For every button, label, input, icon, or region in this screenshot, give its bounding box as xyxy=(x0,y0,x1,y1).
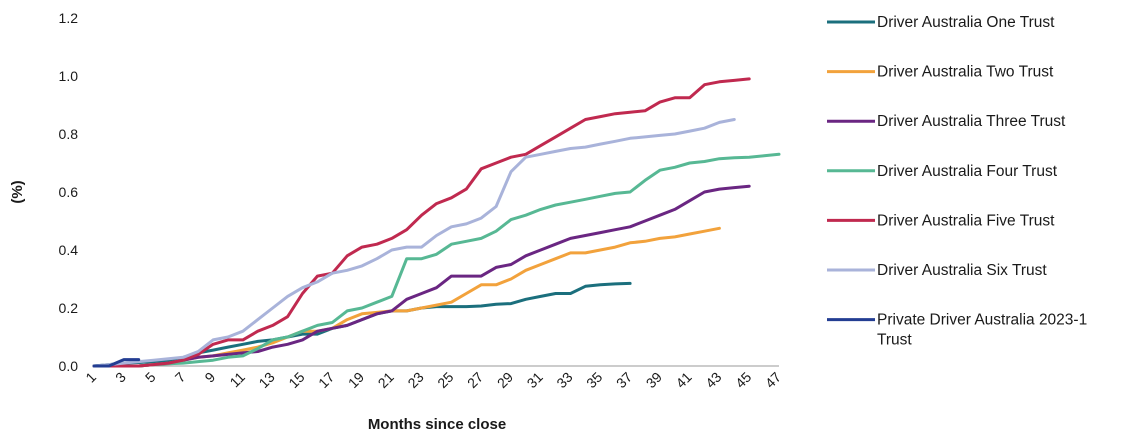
x-tick-label: 31 xyxy=(524,369,546,391)
legend-item: Driver Australia One Trust xyxy=(827,14,1055,31)
series-line-4 xyxy=(92,152,781,368)
x-tick-label: 21 xyxy=(375,369,397,391)
y-tick-label: 0.8 xyxy=(59,126,79,142)
x-tick-label: 45 xyxy=(732,369,754,391)
x-tick-label: 33 xyxy=(553,369,575,391)
legend-item: Driver Australia Five Trust xyxy=(827,212,1055,229)
y-tick-labels: 0.0 0.2 0.4 0.6 0.8 1.0 1.2 xyxy=(59,10,79,374)
series-line-3 xyxy=(92,184,751,368)
x-tick-label: 5 xyxy=(142,369,159,386)
legend-label: Private Driver Australia 2023-1 Trust xyxy=(877,312,1087,349)
series-lines xyxy=(92,77,781,368)
x-tick-label: 9 xyxy=(201,369,218,386)
series-line-5 xyxy=(92,77,751,368)
legend-label: Driver Australia Six Trust xyxy=(877,262,1047,279)
legend-label: Driver Australia One Trust xyxy=(877,14,1055,31)
x-tick-label: 39 xyxy=(643,369,665,391)
series-line-6 xyxy=(92,118,736,368)
x-tick-label: 43 xyxy=(702,369,724,391)
legend-item: Driver Australia Three Trust xyxy=(827,113,1066,130)
x-tick-label: 17 xyxy=(315,369,337,391)
legend-item: Driver Australia Four Trust xyxy=(827,163,1058,180)
legend: Driver Australia One Trust Driver Austral… xyxy=(827,14,1087,349)
y-tick-label: 0.4 xyxy=(59,242,79,258)
y-tick-label: 0.2 xyxy=(59,300,79,316)
y-axis-title: (%) xyxy=(9,180,26,203)
y-tick-label: 0.6 xyxy=(59,184,79,200)
x-tick-label: 23 xyxy=(404,369,426,391)
legend-item: Driver Australia Two Trust xyxy=(827,64,1054,81)
x-tick-label: 19 xyxy=(345,369,367,391)
series-line-1 xyxy=(92,281,632,368)
x-tick-label: 25 xyxy=(434,369,456,391)
x-tick-label: 1 xyxy=(82,369,99,386)
x-tick-label: 37 xyxy=(613,369,635,391)
y-tick-label: 1.0 xyxy=(59,68,79,84)
legend-item: Driver Australia Six Trust xyxy=(827,262,1047,279)
series-line-7 xyxy=(92,358,141,368)
series-line-2 xyxy=(92,226,721,368)
x-tick-labels: 1 3 5 7 9 11 13 15 17 19 21 23 25 27 29 31 33 35 37 39 41 43 4… xyxy=(82,369,784,391)
legend-label: Driver Australia Five Trust xyxy=(877,212,1055,229)
legend-label: Driver Australia Three Trust xyxy=(877,113,1066,130)
x-tick-label: 15 xyxy=(285,369,307,391)
x-tick-label: 13 xyxy=(255,369,277,391)
x-tick-label: 35 xyxy=(583,369,605,391)
x-tick-label: 29 xyxy=(494,369,516,391)
x-tick-label: 41 xyxy=(672,369,694,391)
x-tick-label: 3 xyxy=(112,369,129,386)
x-tick-label: 7 xyxy=(172,369,189,386)
x-tick-label: 47 xyxy=(762,369,784,391)
legend-item: Private Driver Australia 2023-1 Trust xyxy=(827,312,1087,349)
x-tick-label: 11 xyxy=(226,369,248,391)
x-axis-title: Months since close xyxy=(368,416,506,433)
y-tick-label: 1.2 xyxy=(59,10,79,26)
axes: (%) Months since close xyxy=(9,180,779,433)
legend-label: Driver Australia Four Trust xyxy=(877,163,1058,180)
legend-label: Driver Australia Two Trust xyxy=(877,64,1054,81)
y-tick-label: 0.0 xyxy=(59,358,79,374)
x-tick-label: 27 xyxy=(464,369,486,391)
